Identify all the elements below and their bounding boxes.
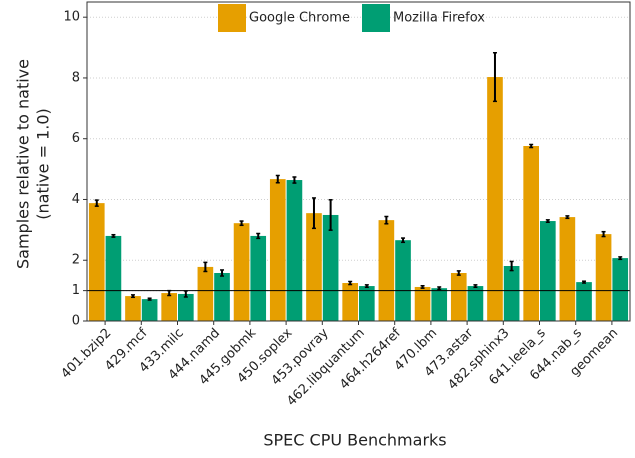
- error-bar: [311, 197, 316, 230]
- y-tick-label: 10: [63, 10, 80, 25]
- bar: [233, 223, 250, 321]
- bar: [395, 240, 411, 321]
- bar: [595, 234, 612, 321]
- bar: [214, 272, 230, 321]
- bar: [269, 179, 286, 321]
- error-bar: [239, 220, 244, 227]
- bar: [88, 203, 105, 321]
- error-bar: [618, 256, 623, 261]
- legend-label: Google Chrome: [249, 11, 350, 26]
- bar: [322, 214, 339, 321]
- error-bar: [384, 215, 389, 225]
- error-bar: [328, 199, 333, 231]
- error-bar: [275, 174, 280, 184]
- error-bar: [292, 176, 297, 184]
- bar: [197, 266, 214, 321]
- bar: [306, 213, 322, 321]
- bar: [503, 266, 520, 321]
- error-bar: [565, 215, 570, 220]
- error-bar: [601, 230, 606, 238]
- legend-label: Mozilla Firefox: [393, 11, 485, 26]
- y-tick-label: 8: [72, 70, 80, 85]
- x-tick-label: 401.bzip2: [58, 326, 114, 382]
- error-bar: [529, 143, 534, 149]
- error-bar: [456, 270, 461, 276]
- bar: [523, 146, 539, 321]
- bar: [540, 221, 556, 321]
- bar: [141, 299, 158, 321]
- y-tick-label: 4: [72, 192, 80, 207]
- bar: [286, 180, 303, 321]
- bar: [612, 258, 629, 321]
- error-bar: [130, 294, 135, 299]
- error-bar: [256, 232, 261, 240]
- error-bar: [94, 199, 99, 207]
- bar: [105, 235, 122, 321]
- legend-swatch: [218, 4, 246, 32]
- error-bar: [220, 269, 225, 277]
- y-tick-label: 0: [72, 314, 80, 329]
- error-bar: [364, 284, 369, 289]
- bar: [378, 220, 395, 321]
- error-bar: [111, 233, 116, 238]
- error-bar: [147, 297, 152, 301]
- y-axis-title: Samples relative to native: [14, 59, 33, 269]
- error-bar: [473, 284, 478, 289]
- error-bar: [582, 280, 587, 284]
- bar: [359, 286, 375, 321]
- error-bar: [545, 219, 550, 224]
- error-bar: [401, 237, 406, 244]
- error-bar: [492, 51, 497, 103]
- bar: [450, 272, 467, 321]
- bar: [178, 293, 194, 321]
- bar: [414, 286, 431, 321]
- error-bar: [420, 285, 425, 289]
- bar: [125, 296, 141, 321]
- bar: [467, 286, 484, 321]
- error-bar: [509, 260, 514, 272]
- y-axis-title: (native = 1.0): [34, 108, 53, 219]
- y-tick-label: 1: [72, 283, 80, 298]
- error-bar: [437, 286, 442, 291]
- bar: [342, 283, 358, 321]
- bar: [576, 282, 592, 321]
- plot-frame: [86, 1, 631, 322]
- bar: [431, 288, 448, 321]
- bar: [559, 217, 576, 321]
- error-bar: [203, 261, 208, 273]
- bar: [161, 293, 177, 321]
- y-tick-label: 6: [72, 131, 80, 146]
- error-bar: [348, 280, 353, 286]
- bar: [487, 77, 503, 321]
- x-axis-title: SPEC CPU Benchmarks: [263, 431, 446, 450]
- y-tick-label: 2: [72, 253, 80, 268]
- bar: [250, 235, 267, 321]
- legend-swatch: [362, 4, 390, 32]
